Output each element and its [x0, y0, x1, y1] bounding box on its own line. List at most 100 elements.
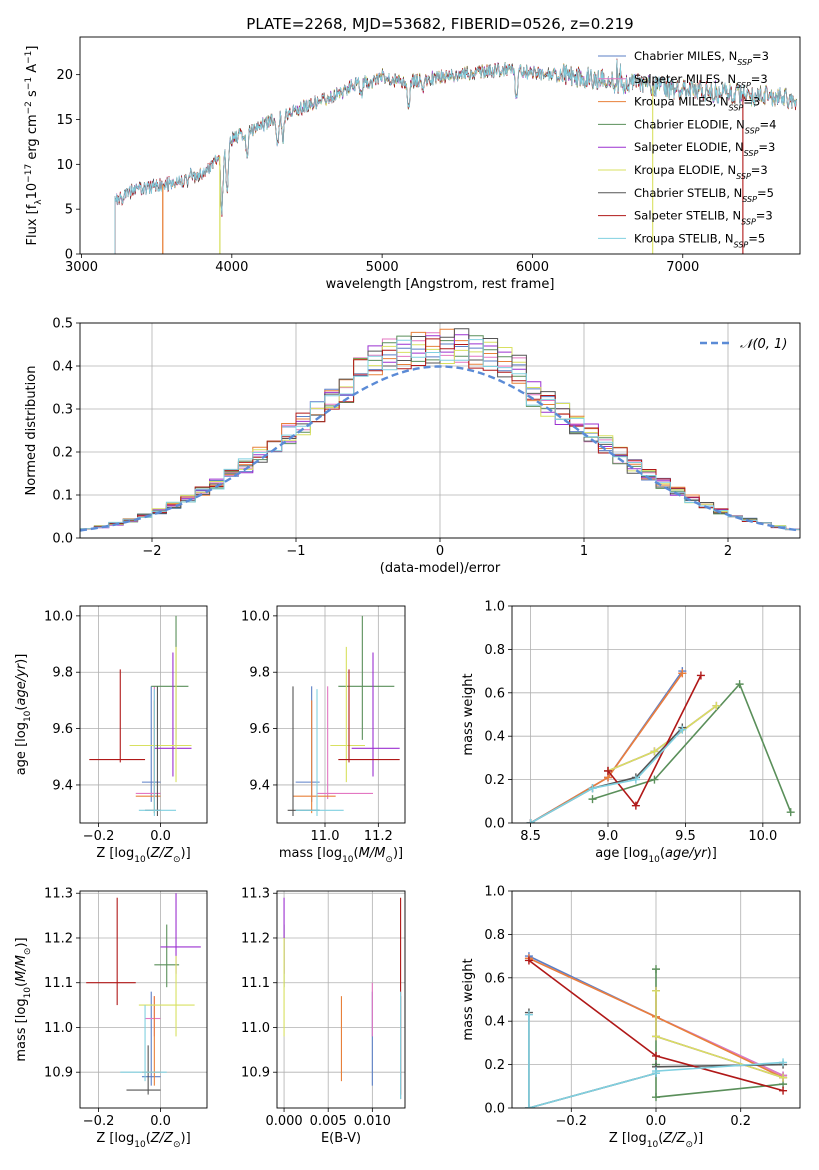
y-tick-label: 11.3 — [241, 887, 270, 902]
y-tick-label: 0.4 — [52, 360, 73, 375]
y-tick-label: 10.0 — [44, 609, 73, 624]
y-tick-label: 9.4 — [249, 778, 270, 793]
mass-weight-marker — [631, 801, 640, 810]
y-tick-label: 11.2 — [44, 931, 73, 946]
mass-weight-marker — [652, 1093, 660, 1102]
mw_vs_age-xlabel: age [log10(age/yr)] — [595, 846, 717, 865]
residuals-ylabel: Normed distribution — [24, 366, 39, 496]
mass-weight-marker — [652, 1051, 660, 1060]
mass-weight-marker — [526, 819, 535, 823]
y-tick-label: 11.1 — [241, 976, 270, 991]
x-tick-label: 4000 — [215, 260, 248, 275]
y-tick-label: 15 — [56, 113, 73, 128]
mw_vs_Z-frame — [511, 890, 801, 1109]
y-tick-label: 0.8 — [484, 643, 505, 658]
y-tick-label: 0.2 — [484, 773, 505, 788]
mass-weight-marker — [524, 956, 533, 965]
y-tick-label: 10.9 — [241, 1066, 270, 1081]
legend-label: Kroupa ELODIE, NSSP=3 — [634, 163, 768, 181]
mw_vs_Z-plot — [524, 952, 788, 1108]
x-tick-label: −2 — [142, 544, 161, 559]
x-tick-label: −0.2 — [556, 1114, 588, 1129]
x-tick-label: 2 — [724, 544, 732, 559]
age_vs_mass-frame — [276, 605, 406, 824]
x-tick-label: 8.5 — [520, 829, 541, 844]
y-tick-label: 0.0 — [484, 1102, 505, 1117]
legend-label: Salpeter ELODIE, NSSP=3 — [634, 140, 775, 158]
mass_vs_ebv-xlabel: E(B-V) — [321, 1131, 361, 1146]
y-tick-label: 11.0 — [241, 1021, 270, 1036]
x-tick-label: −0.2 — [83, 1114, 115, 1129]
y-tick-label: 9.4 — [52, 778, 73, 793]
y-tick-label: 0.6 — [484, 971, 505, 986]
mass-weight-marker — [650, 747, 659, 756]
spectrum-xlabel: wavelength [Angstrom, rest frame] — [326, 277, 555, 292]
mass-weight-marker — [735, 680, 744, 689]
y-tick-label: 0.6 — [484, 686, 505, 701]
mass_vs_ebv-frame — [276, 890, 406, 1109]
mass-weight-marker — [524, 1010, 533, 1019]
age_vs_Z-frame — [79, 605, 208, 824]
y-tick-label: 9.6 — [52, 722, 73, 737]
age_vs_Z-axes: −0.2 0.0 9.4 9.6 9.8 10.0 — [44, 606, 207, 844]
legend-label: Salpeter MILES, NSSP=3 — [634, 72, 768, 90]
x-tick-label: 0.000 — [265, 1114, 302, 1129]
y-tick-label: 0.5 — [52, 317, 73, 332]
x-tick-label: 5000 — [366, 260, 399, 275]
legend-label: 𝒩(0, 1) — [740, 337, 787, 352]
mass-weight-marker — [779, 1086, 788, 1095]
normal-curve — [80, 365, 800, 532]
y-tick-label: 20 — [56, 68, 73, 83]
x-tick-label: −0.2 — [83, 829, 115, 844]
mass-weight-marker — [779, 1058, 788, 1067]
y-tick-label: 0.4 — [484, 730, 505, 745]
mw_vs_age-ylabel: mass weight — [461, 673, 476, 755]
x-tick-label: 7000 — [666, 260, 699, 275]
x-tick-label: 0 — [436, 544, 444, 559]
legend-label: Salpeter STELIB, NSSP=3 — [634, 209, 773, 227]
residuals-frame — [79, 322, 801, 539]
mass_vs_Z-plot — [86, 893, 201, 1095]
mass-weight-marker — [650, 775, 659, 784]
age_vs_Z-plot — [89, 615, 192, 816]
y-tick-label: 0.4 — [484, 1015, 505, 1030]
x-tick-label: 0.0 — [150, 829, 171, 844]
mass-weight-marker — [652, 1032, 660, 1041]
mass-weight-line — [530, 729, 683, 823]
age_vs_mass-xlabel: mass [log10(M/M⊙)] — [279, 846, 403, 865]
legend-label: Chabrier STELIB, NSSP=5 — [634, 186, 774, 204]
x-tick-label: 9.5 — [675, 829, 696, 844]
mass-weight-marker — [524, 1104, 533, 1108]
mw_vs_Z-xlabel: Z [log10(Z/Z⊙)] — [609, 1131, 703, 1150]
x-tick-label: 3000 — [65, 260, 98, 275]
x-tick-label: 0.010 — [354, 1114, 391, 1129]
mw_vs_Z-ylabel: mass weight — [461, 958, 476, 1040]
y-tick-label: 9.8 — [249, 666, 270, 681]
mw_vs_age-plot — [526, 667, 795, 823]
x-tick-label: 0.2 — [730, 1114, 751, 1129]
y-tick-label: 0.8 — [484, 928, 505, 943]
y-tick-label: 11.2 — [241, 931, 270, 946]
age_vs_Z-xlabel: Z [log10(Z/Z⊙)] — [96, 846, 190, 865]
x-tick-label: 0.005 — [310, 1114, 347, 1129]
mass-weight-marker — [786, 808, 795, 817]
mass-weight-marker — [631, 775, 640, 784]
x-tick-label: 9.0 — [598, 829, 619, 844]
mass_vs_Z-ylabel: mass [log10(M/M⊙)] — [14, 937, 33, 1061]
legend-label: Chabrier MILES, NSSP=3 — [634, 49, 769, 67]
spectrum-axes: 3000 4000 5000 6000 7000 0 5 10 15 20 — [56, 68, 699, 275]
x-tick-label: 0.0 — [646, 1114, 667, 1129]
spectrum-frame — [79, 36, 801, 255]
mass_vs_ebv-plot — [283, 897, 402, 1100]
y-tick-label: 11.3 — [44, 887, 73, 902]
age_vs_mass-plot — [287, 615, 400, 816]
y-tick-label: 1.0 — [484, 600, 505, 615]
y-tick-label: 5 — [65, 203, 73, 218]
x-tick-label: 1 — [580, 544, 588, 559]
y-tick-label: 0 — [65, 248, 73, 263]
y-tick-label: 9.8 — [52, 666, 73, 681]
x-tick-label: 0.0 — [150, 1114, 171, 1129]
residuals-xlabel: (data-model)/error — [380, 561, 501, 576]
mass-weight-marker — [588, 784, 597, 793]
residuals-plot — [80, 328, 800, 538]
